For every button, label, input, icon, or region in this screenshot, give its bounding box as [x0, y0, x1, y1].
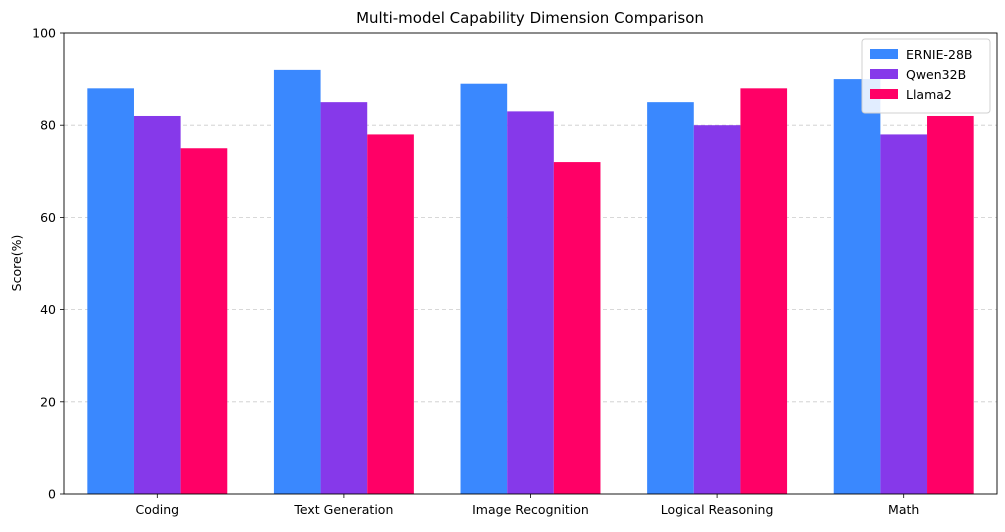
- y-tick-label: 80: [40, 118, 56, 133]
- x-tick-label: Logical Reasoning: [661, 502, 774, 517]
- bar: [180, 148, 228, 494]
- bar: [693, 125, 741, 494]
- legend: ERNIE-28B Qwen32B Llama2: [861, 38, 991, 114]
- bar: [460, 83, 508, 495]
- bar: [927, 115, 974, 494]
- y-tick-label: 0: [48, 487, 56, 502]
- axes: 0 20 40 60 80 100 Coding Text Generation Image R…: [32, 26, 998, 517]
- y-axis-label: Score(%): [9, 235, 24, 292]
- bar: [740, 88, 788, 494]
- legend-label: Qwen32B: [906, 67, 966, 82]
- legend-swatch: [870, 89, 898, 99]
- bars: [87, 69, 974, 495]
- y-tick-label: 40: [40, 302, 56, 317]
- x-tick-label: Image Recognition: [472, 502, 589, 517]
- x-tick-label: Text Generation: [293, 502, 393, 517]
- bar: [320, 102, 368, 495]
- legend-swatch: [870, 69, 898, 79]
- bar: [87, 88, 134, 494]
- bar: [647, 102, 694, 495]
- bar: [553, 162, 601, 494]
- y-tick-label: 60: [40, 210, 56, 225]
- bar: [507, 111, 554, 495]
- y-tick-label: 20: [40, 394, 56, 409]
- y-tick-label: 100: [32, 26, 56, 41]
- legend-label: Llama2: [906, 87, 952, 102]
- x-tick-label: Coding: [135, 502, 179, 517]
- bar: [133, 115, 181, 494]
- bar: [367, 134, 414, 495]
- x-tick-label: Math: [888, 502, 919, 517]
- bar: [273, 69, 321, 494]
- chart-title: Multi-model Capability Dimension Compari…: [356, 9, 704, 27]
- bar: [880, 134, 928, 495]
- legend-label: ERNIE-28B: [906, 47, 973, 62]
- legend-swatch: [870, 49, 898, 59]
- plot-frame: [63, 32, 998, 495]
- bar: [833, 79, 881, 494]
